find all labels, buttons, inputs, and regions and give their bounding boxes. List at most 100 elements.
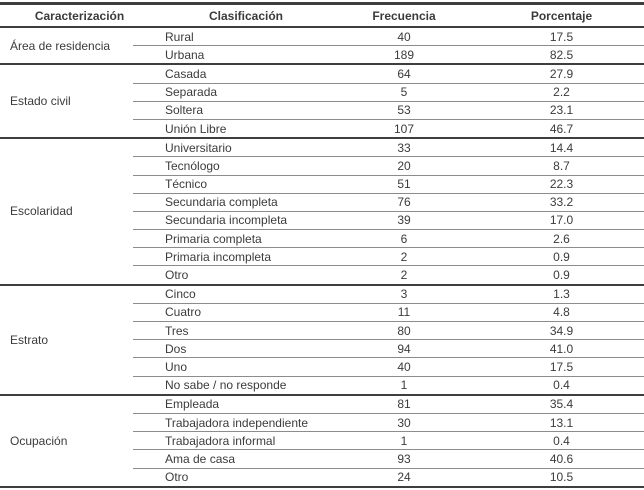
table-row: Trabajadora informal 1 0.4 [0, 431, 644, 451]
frequency-cell: 64 [329, 64, 479, 84]
frequency-cell: 11 [329, 303, 479, 323]
percentage-cell: 82.5 [479, 45, 644, 66]
percentage-cell: 34.9 [479, 321, 644, 341]
percentage-cell: 17.5 [479, 27, 644, 47]
classification-cell: Ama de casa [133, 449, 329, 469]
frequency-cell: 2 [329, 265, 479, 286]
percentage-cell: 35.4 [479, 394, 644, 414]
classification-cell: Rural [133, 27, 329, 47]
classification-cell: Secundaria completa [133, 193, 329, 212]
header-caracterizacion: Caracterización [0, 2, 133, 28]
table-row: Dos 94 41.0 [0, 339, 644, 359]
percentage-cell: 13.1 [479, 413, 644, 433]
table-row: Otro 2 0.9 [0, 265, 644, 286]
frequency-cell: 40 [329, 27, 479, 47]
table-body: Área de residencia Rural 40 17.5 Urbana 189 82… [0, 27, 644, 488]
category-cell: Ocupación [0, 394, 133, 488]
table-row: Unión Libre 107 46.7 [0, 119, 644, 140]
frequency-cell: 93 [329, 449, 479, 469]
table-row: Secundaria incompleta 39 17.0 [0, 211, 644, 231]
percentage-cell: 10.5 [479, 468, 644, 488]
percentage-cell: 46.7 [479, 119, 644, 140]
percentage-cell: 14.4 [479, 138, 644, 158]
table-row: Primaria incompleta 2 0.9 [0, 247, 644, 267]
classification-cell: Soltera [133, 101, 329, 120]
percentage-cell: 41.0 [479, 339, 644, 359]
classification-cell: Urbana [133, 45, 329, 66]
frequency-cell: 20 [329, 156, 479, 176]
header-clasificacion: Clasificación [133, 2, 329, 28]
frequency-cell: 189 [329, 45, 479, 66]
table-row: Estrato Cinco 3 1.3 [0, 284, 644, 396]
percentage-cell: 22.3 [479, 175, 644, 194]
table-row: Urbana 189 82.5 [0, 45, 644, 66]
table-row: Uno 40 17.5 [0, 357, 644, 377]
table-row: Cuatro 11 4.8 [0, 303, 644, 323]
frequency-cell: 33 [329, 138, 479, 158]
frequency-cell: 53 [329, 101, 479, 120]
percentage-cell: 2.6 [479, 229, 644, 249]
percentage-cell: 0.9 [479, 265, 644, 286]
frequency-cell: 39 [329, 211, 479, 231]
frequency-cell: 1 [329, 376, 479, 396]
percentage-cell: 17.0 [479, 211, 644, 231]
classification-cell: Unión Libre [133, 119, 329, 140]
classification-cell: Primaria incompleta [133, 247, 329, 267]
frequency-cell: 30 [329, 413, 479, 433]
classification-cell: Primaria completa [133, 229, 329, 249]
table-row: No sabe / no responde 1 0.4 [0, 376, 644, 396]
category-cell: Área de residencia [0, 27, 133, 66]
table-row: Tres 80 34.9 [0, 321, 644, 341]
classification-cell: Cuatro [133, 303, 329, 323]
percentage-cell: 0.4 [479, 376, 644, 396]
frequency-cell: 40 [329, 357, 479, 377]
frequency-cell: 24 [329, 468, 479, 488]
percentage-cell: 33.2 [479, 193, 644, 212]
category-cell: Estado civil [0, 64, 133, 140]
table-row: Ama de casa 93 40.6 [0, 449, 644, 469]
header-row: Caracterización Clasificación Frecuencia… [0, 2, 644, 28]
percentage-cell: 17.5 [479, 357, 644, 377]
frequency-cell: 3 [329, 284, 479, 304]
frequency-cell: 80 [329, 321, 479, 341]
frequency-cell: 76 [329, 193, 479, 212]
table-row: Técnico 51 22.3 [0, 175, 644, 194]
category-cell: Estrato [0, 284, 133, 396]
frequency-cell: 51 [329, 175, 479, 194]
table-row: Trabajadora independiente 30 13.1 [0, 413, 644, 433]
classification-cell: Empleada [133, 394, 329, 414]
table-header: Caracterización Clasificación Frecuencia… [0, 2, 644, 28]
table-row: Primaria completa 6 2.6 [0, 229, 644, 249]
table-row: Ocupación Empleada 81 35.4 [0, 394, 644, 488]
classification-cell: Trabajadora informal [133, 431, 329, 451]
frequency-cell: 5 [329, 83, 479, 102]
table-row: Otro 24 10.5 [0, 468, 644, 488]
classification-cell: Otro [133, 265, 329, 286]
frequency-cell: 2 [329, 247, 479, 267]
percentage-cell: 2.2 [479, 83, 644, 102]
classification-cell: Dos [133, 339, 329, 359]
classification-cell: Secundaria incompleta [133, 211, 329, 231]
table-row: Estado civil Casada 64 27.9 [0, 64, 644, 140]
percentage-cell: 1.3 [479, 284, 644, 304]
table-row: Escolaridad Universitario 33 14.4 [0, 138, 644, 286]
table-row: Soltera 53 23.1 [0, 101, 644, 120]
frequency-cell: 107 [329, 119, 479, 140]
frequency-cell: 94 [329, 339, 479, 359]
percentage-cell: 4.8 [479, 303, 644, 323]
table-row: Área de residencia Rural 40 17.5 [0, 27, 644, 66]
classification-cell: Otro [133, 468, 329, 488]
classification-cell: Separada [133, 83, 329, 102]
classification-cell: Trabajadora independiente [133, 413, 329, 433]
classification-cell: Técnico [133, 175, 329, 194]
percentage-cell: 0.9 [479, 247, 644, 267]
frequency-cell: 81 [329, 394, 479, 414]
table-row: Separada 5 2.2 [0, 83, 644, 102]
classification-cell: Uno [133, 357, 329, 377]
table-row: Secundaria completa 76 33.2 [0, 193, 644, 212]
frequency-cell: 1 [329, 431, 479, 451]
classification-cell: Casada [133, 64, 329, 84]
header-porcentaje: Porcentaje [479, 2, 644, 28]
percentage-cell: 0.4 [479, 431, 644, 451]
